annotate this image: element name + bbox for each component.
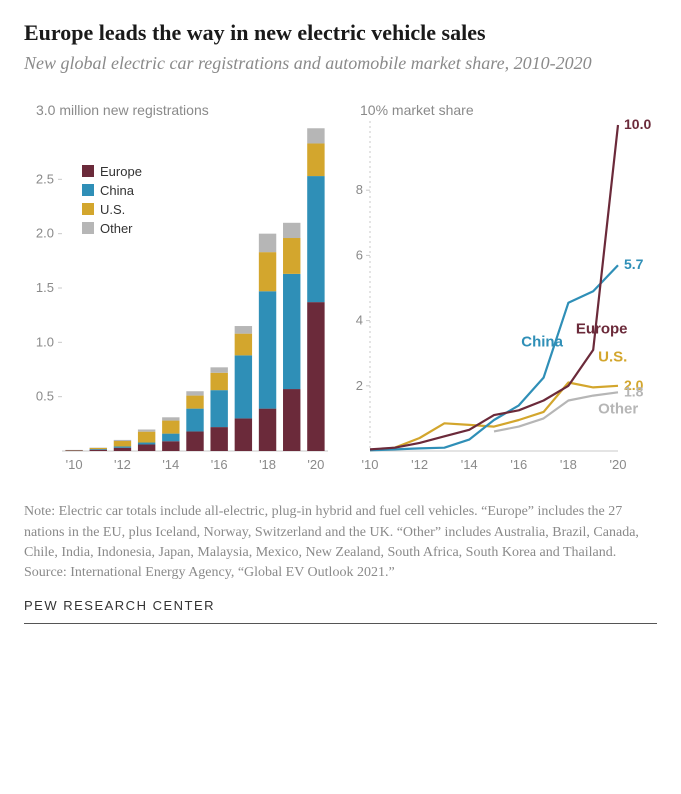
svg-text:China: China: [521, 334, 563, 351]
svg-text:U.S.: U.S.: [100, 202, 125, 217]
svg-text:Other: Other: [100, 221, 133, 236]
svg-text:'10: '10: [66, 457, 83, 472]
svg-text:6: 6: [356, 248, 363, 263]
svg-text:4: 4: [356, 313, 363, 328]
svg-text:2.0: 2.0: [36, 226, 54, 241]
svg-text:3.0 million new registrations: 3.0 million new registrations: [36, 102, 209, 118]
svg-text:Other: Other: [598, 401, 638, 418]
svg-text:'20: '20: [307, 457, 324, 472]
svg-text:'18: '18: [560, 457, 577, 472]
chart-title: Europe leads the way in new electric veh…: [24, 20, 657, 46]
svg-text:'16: '16: [510, 457, 527, 472]
svg-text:'14: '14: [162, 457, 179, 472]
svg-text:'12: '12: [411, 457, 428, 472]
svg-text:5.7: 5.7: [624, 257, 644, 273]
svg-text:China: China: [100, 183, 135, 198]
svg-text:'10: '10: [362, 457, 379, 472]
svg-text:8: 8: [356, 183, 363, 198]
svg-text:2.5: 2.5: [36, 172, 54, 187]
svg-text:U.S.: U.S.: [598, 349, 627, 366]
svg-text:'18: '18: [259, 457, 276, 472]
svg-text:0.5: 0.5: [36, 389, 54, 404]
chart-subtitle: New global electric car registrations an…: [24, 52, 657, 75]
svg-text:10% market share: 10% market share: [360, 102, 474, 118]
svg-text:1.8: 1.8: [624, 384, 644, 400]
svg-text:1.5: 1.5: [36, 280, 54, 295]
bar-chart: 3.0 million new registrations 0.5 1.0 1.5 2.…: [24, 97, 334, 477]
svg-text:'12: '12: [114, 457, 131, 472]
svg-text:1.0: 1.0: [36, 335, 54, 350]
svg-text:Europe: Europe: [576, 321, 628, 338]
svg-text:2: 2: [356, 378, 363, 393]
svg-text:'14: '14: [461, 457, 478, 472]
bar-chart-panel: 3.0 million new registrations 0.5 1.0 1.5 2.…: [24, 97, 334, 482]
chart-note: Note: Electric car totals include all-el…: [24, 502, 657, 583]
svg-text:'16: '16: [211, 457, 228, 472]
svg-text:10.0: 10.0: [624, 116, 651, 132]
line-chart: 10% market share 2 4 6 8 '10 '12 '14 '16 '18 '20 10…: [348, 97, 658, 477]
charts-container: 3.0 million new registrations 0.5 1.0 1.5 2.…: [24, 97, 657, 482]
line-chart-panel: 10% market share 2 4 6 8 '10 '12 '14 '16 '18 '20 10…: [348, 97, 658, 482]
svg-text:Europe: Europe: [100, 164, 142, 179]
svg-text:'20: '20: [610, 457, 627, 472]
source-footer: PEW RESEARCH CENTER: [24, 598, 657, 624]
